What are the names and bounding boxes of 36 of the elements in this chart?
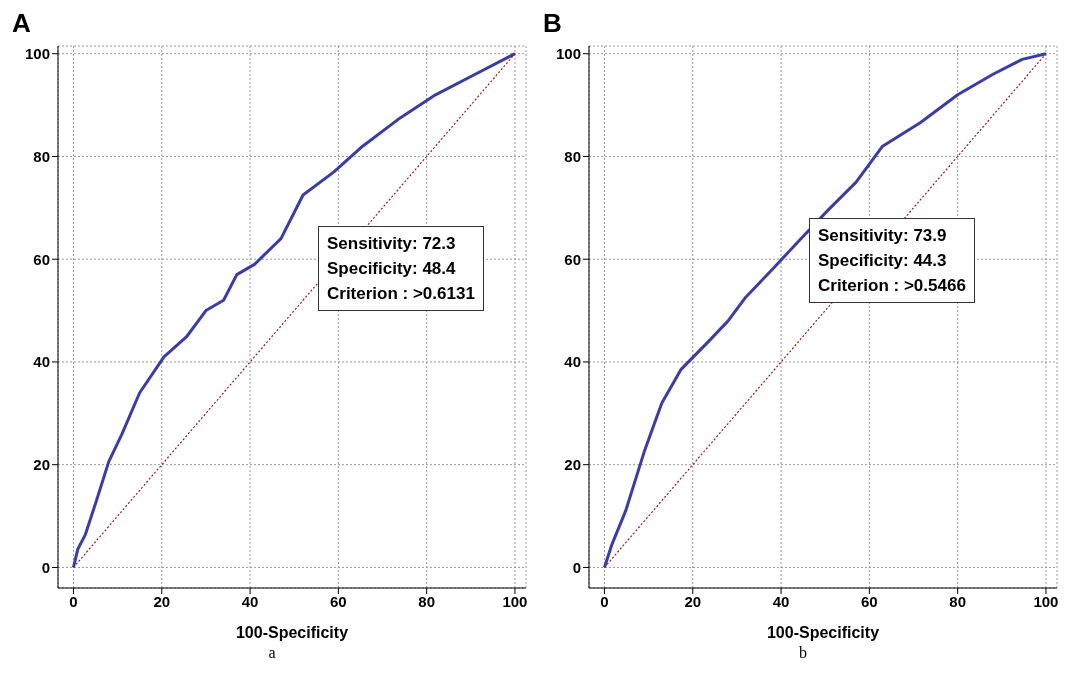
- annotation: Sensitivity: 72.3: [327, 233, 457, 255]
- y-tick-label: 20: [33, 456, 50, 474]
- x-tick-label: 40: [772, 592, 790, 610]
- y-tick-label: 80: [33, 147, 50, 165]
- text: b: [798, 644, 808, 662]
- x-tick-label: 60: [330, 592, 347, 610]
- y-tick-label: 100: [24, 45, 50, 63]
- y-tick-label: 60: [564, 250, 581, 268]
- y-tick-label: 40: [33, 353, 50, 371]
- annotation: Criterion : >0.5466: [818, 275, 966, 297]
- annotation: Specificity: 48.4: [327, 258, 457, 280]
- x-tick-label: 80: [418, 592, 435, 610]
- y-tick-label: 40: [564, 353, 581, 371]
- y-tick-label: 80: [564, 147, 581, 165]
- x-tick-label: 20: [153, 592, 171, 610]
- x-tick-label: 60: [861, 592, 878, 610]
- y-tick-label: 20: [564, 456, 581, 474]
- annotation: Sensitivity: 73.9: [818, 225, 948, 247]
- x-tick-label: 20: [684, 592, 702, 610]
- x-tick-label: 0: [600, 592, 609, 610]
- x-tick-label: 100: [1033, 592, 1059, 610]
- y-tick-label: 60: [33, 250, 50, 268]
- x-tick-label: 0: [69, 592, 78, 610]
- x-tick-label: 40: [241, 592, 259, 610]
- y-tick-label: 0: [572, 558, 581, 576]
- chart-title: A: [12, 8, 31, 39]
- annotation: Specificity: 44.3: [818, 250, 948, 272]
- x-axis-title: 100-Specificity: [235, 624, 349, 641]
- x-axis-title: 100-Specificity: [766, 624, 880, 641]
- annotation: Criterion : >0.6131: [327, 283, 475, 305]
- y-tick-label: 100: [555, 45, 581, 63]
- y-tick-label: 0: [41, 558, 50, 576]
- text: a: [267, 644, 277, 662]
- chart-title: B: [543, 8, 562, 39]
- x-tick-label: 80: [949, 592, 966, 610]
- x-tick-label: 100: [502, 592, 528, 610]
